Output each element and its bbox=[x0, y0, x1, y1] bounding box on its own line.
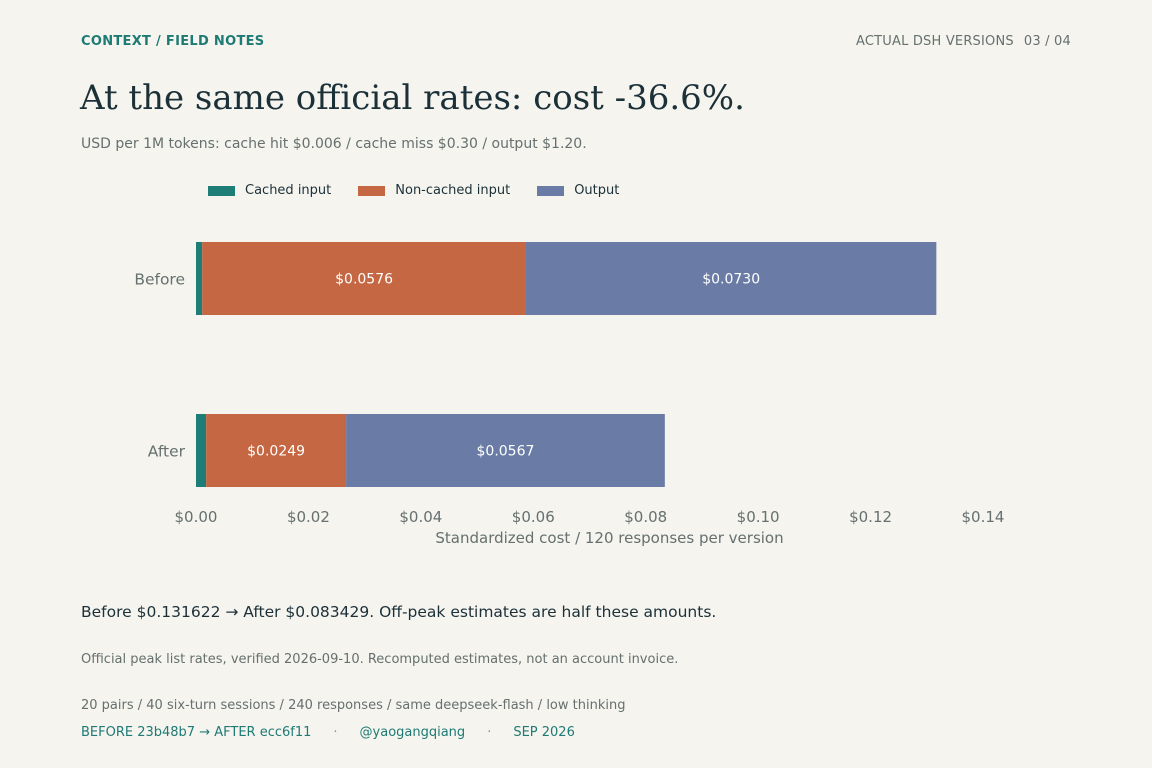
x-axis-title: Standardized cost / 120 responses per ve… bbox=[435, 529, 783, 547]
x-tick-label: $0.14 bbox=[962, 508, 1005, 526]
legend-label-cached: Cached input bbox=[245, 183, 332, 198]
subtitle: USD per 1M tokens: cache hit $0.006 / ca… bbox=[81, 136, 587, 152]
data-label-noncached-after: $0.0249 bbox=[247, 444, 305, 460]
x-tick-label: $0.00 bbox=[175, 508, 218, 526]
page-number: 03 / 04 bbox=[1023, 34, 1071, 49]
legend-label-noncached: Non-cached input bbox=[395, 183, 511, 198]
method-note: 20 pairs / 40 six-turn sessions / 240 re… bbox=[81, 698, 626, 713]
bar-segment-cached-before bbox=[196, 242, 203, 315]
footer: BEFORE 23b48b7 → AFTER ecc6f11 · @yaogan… bbox=[81, 725, 575, 740]
data-label-output-after: $0.0567 bbox=[477, 444, 535, 460]
data-label-output-before: $0.0730 bbox=[702, 272, 760, 288]
footer-separator: · bbox=[487, 725, 492, 740]
bar-segment-noncached-before bbox=[202, 242, 526, 315]
footer-handle: @yaogangqiang bbox=[359, 725, 466, 740]
bar-segment-output-before bbox=[525, 242, 937, 315]
x-tick-label: $0.02 bbox=[287, 508, 330, 526]
legend-swatch-output bbox=[537, 185, 565, 196]
bar-segment-noncached-after bbox=[206, 414, 347, 487]
page-indicator: ACTUAL DSH VERSIONS 03 / 04 bbox=[856, 34, 1071, 49]
footer-versions: BEFORE 23b48b7 → AFTER ecc6f11 bbox=[81, 725, 312, 740]
footer-separator: · bbox=[333, 725, 338, 740]
rates-note: Official peak list rates, verified 2026-… bbox=[81, 652, 679, 667]
legend-item-noncached: Non-cached input bbox=[358, 183, 510, 198]
bar-segment-output-after bbox=[346, 414, 665, 487]
legend-label-output: Output bbox=[574, 183, 620, 198]
legend-item-output: Output bbox=[537, 183, 619, 198]
legend-swatch-noncached bbox=[358, 185, 386, 196]
x-tick-label: $0.08 bbox=[624, 508, 667, 526]
bar-segment-cached-after bbox=[196, 414, 207, 487]
data-label-noncached-before: $0.0576 bbox=[335, 272, 393, 288]
legend-item-cached: Cached input bbox=[208, 183, 331, 198]
page-title: At the same official rates: cost -36.6%. bbox=[80, 78, 745, 118]
category-label-before: Before bbox=[134, 271, 185, 289]
stacked-bar-chart: Before $0.0576 $0.0730 After $0.0249 $0.0567 $… bbox=[134, 242, 1005, 547]
legend-swatch-cached bbox=[208, 185, 235, 196]
x-tick-label: $0.06 bbox=[512, 508, 555, 526]
kicker-label: CONTEXT / FIELD NOTES bbox=[81, 34, 265, 49]
summary-text: Before $0.131622 → After $0.083429. Off-… bbox=[81, 603, 717, 621]
category-label-after: After bbox=[148, 443, 186, 461]
x-tick-label: $0.04 bbox=[399, 508, 442, 526]
x-tick-label: $0.10 bbox=[737, 508, 780, 526]
footer-date: SEP 2026 bbox=[513, 725, 575, 740]
section-label: ACTUAL DSH VERSIONS bbox=[855, 34, 1014, 49]
x-tick-label: $0.12 bbox=[849, 508, 892, 526]
chart-legend: Cached input Non-cached input Output bbox=[208, 183, 646, 198]
